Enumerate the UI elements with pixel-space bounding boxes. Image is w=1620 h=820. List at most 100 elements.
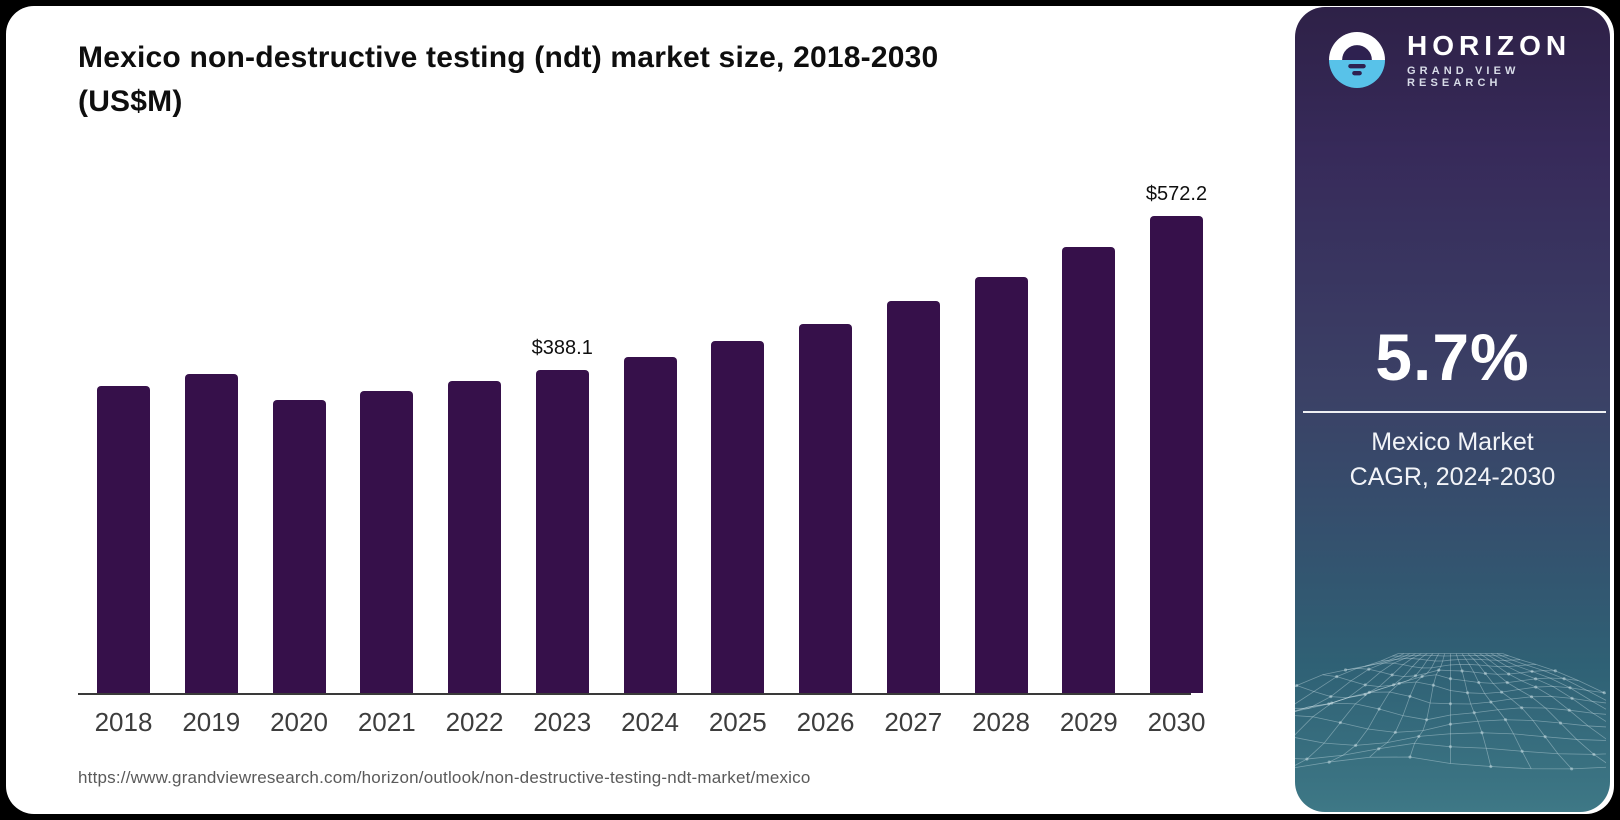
mesh-dot [1295,683,1299,688]
mesh-line [1295,691,1606,709]
mesh-dot [1507,672,1511,676]
mesh-dot [1570,696,1574,700]
mesh-dot [1417,734,1421,738]
mesh-line [1295,653,1416,713]
mesh-dot [1413,674,1418,678]
mesh-dot [1460,669,1464,673]
mesh-line [1295,756,1606,770]
mesh-dot [1489,700,1493,704]
mesh-dot [1529,695,1534,699]
mesh-dot [1390,673,1394,677]
mesh-dot [1543,735,1547,739]
stat-divider [1303,411,1606,413]
mesh-dot [1327,702,1331,706]
mesh-line [1485,653,1606,722]
mesh-dot [1500,690,1504,694]
mesh-line [1296,681,1605,699]
mesh-dot [1568,686,1572,690]
bar-column: 2021 [358,163,416,737]
mesh-dot [1335,675,1339,679]
bar-2018[interactable] [97,386,150,693]
bar-2026[interactable] [799,324,852,693]
bar-column: 2025 [709,163,767,737]
x-tick-2024: 2024 [621,707,679,737]
mesh-dot [1408,755,1412,759]
x-tick-2030: 2030 [1147,707,1206,737]
mesh-dot [1602,691,1606,695]
bar-column: 2027 [884,163,942,737]
mesh-line [1467,653,1572,770]
mesh-line [1295,732,1606,746]
x-axis-line [78,693,1191,695]
mesh-dot [1330,701,1334,705]
bar-column: 2029 [1060,163,1118,737]
mesh-dot [1338,721,1342,725]
mesh-line [1392,654,1509,657]
source-url[interactable]: https://www.grandviewresearch.com/horizo… [78,768,811,787]
bar-value-label: $572.2 [1145,183,1208,205]
mesh-dot [1505,681,1509,685]
bar-2024[interactable] [623,357,677,693]
mesh-dot [1520,706,1524,710]
mesh-dot [1448,722,1452,726]
horizon-sun-logo-icon [1329,32,1385,88]
mesh-line [1496,653,1606,701]
bars: 2018 2019 2020 2021 2022 $388.1 2023 2024 2025 20… [95,163,1208,737]
bar-column: 2024 [621,163,679,737]
bar-2020[interactable] [272,400,326,693]
mesh-line [1380,658,1520,662]
mesh-dot [1397,681,1401,685]
x-tick-2029: 2029 [1059,707,1118,737]
mesh-dot [1408,694,1412,698]
brand-logo-row: HORIZON GRAND VIEW RESEARCH [1329,31,1610,89]
bar-column: 2026 [797,163,854,737]
bar-2019[interactable] [184,374,238,693]
chart-title: Mexico non-destructive testing (ndt) mar… [78,36,1198,124]
mesh-dot [1592,752,1596,756]
bar-2029[interactable] [1062,247,1116,693]
bar-column: 2019 [182,163,240,737]
mesh-dot [1448,745,1452,749]
mesh-line [1473,653,1606,764]
bar-2027[interactable] [886,301,940,693]
mesh-dot [1465,691,1470,695]
mesh-line [1295,653,1399,688]
bar-2028[interactable] [974,277,1028,693]
bar-column: 2022 [446,163,503,737]
bar-2022[interactable] [448,381,501,693]
mesh-dot [1393,730,1397,734]
x-tick-2018: 2018 [94,707,153,737]
mesh-dot [1367,667,1371,671]
bar-column: 2018 [95,163,152,737]
mesh-dot [1480,731,1484,735]
mesh-dot [1377,707,1381,711]
stat-caption-line2: CAGR, 2024-2030 [1349,463,1556,491]
mesh-dot [1448,677,1452,681]
x-tick-2028: 2028 [972,707,1030,737]
mesh-dot [1448,702,1452,706]
mesh-dot [1305,757,1309,761]
mesh-dot [1503,718,1508,722]
mesh-dot [1363,692,1367,697]
mesh-dot [1327,760,1331,764]
mesh-line [1295,653,1404,705]
mesh-dot [1553,669,1557,673]
x-tick-2019: 2019 [182,707,241,737]
bar-column: $388.1 2023 [532,163,593,737]
chart-title-line1: Mexico non-destructive testing (ndt) mar… [78,41,939,74]
brand-text: HORIZON GRAND VIEW RESEARCH [1407,31,1610,90]
mesh-line [1329,653,1434,763]
mesh-line [1479,653,1606,740]
mesh-dot [1477,680,1481,685]
bar-2023[interactable] [535,370,589,693]
mesh-line [1369,653,1440,758]
mesh-line [1409,653,1445,758]
mesh-line [1491,653,1606,710]
bar-2021[interactable] [360,391,414,693]
x-tick-2025: 2025 [708,707,767,737]
mesh-dot [1420,674,1424,679]
bar-2030[interactable] [1150,216,1203,693]
mesh-line [1295,742,1606,760]
mesh-line [1295,702,1606,721]
bar-2025[interactable] [711,341,765,693]
